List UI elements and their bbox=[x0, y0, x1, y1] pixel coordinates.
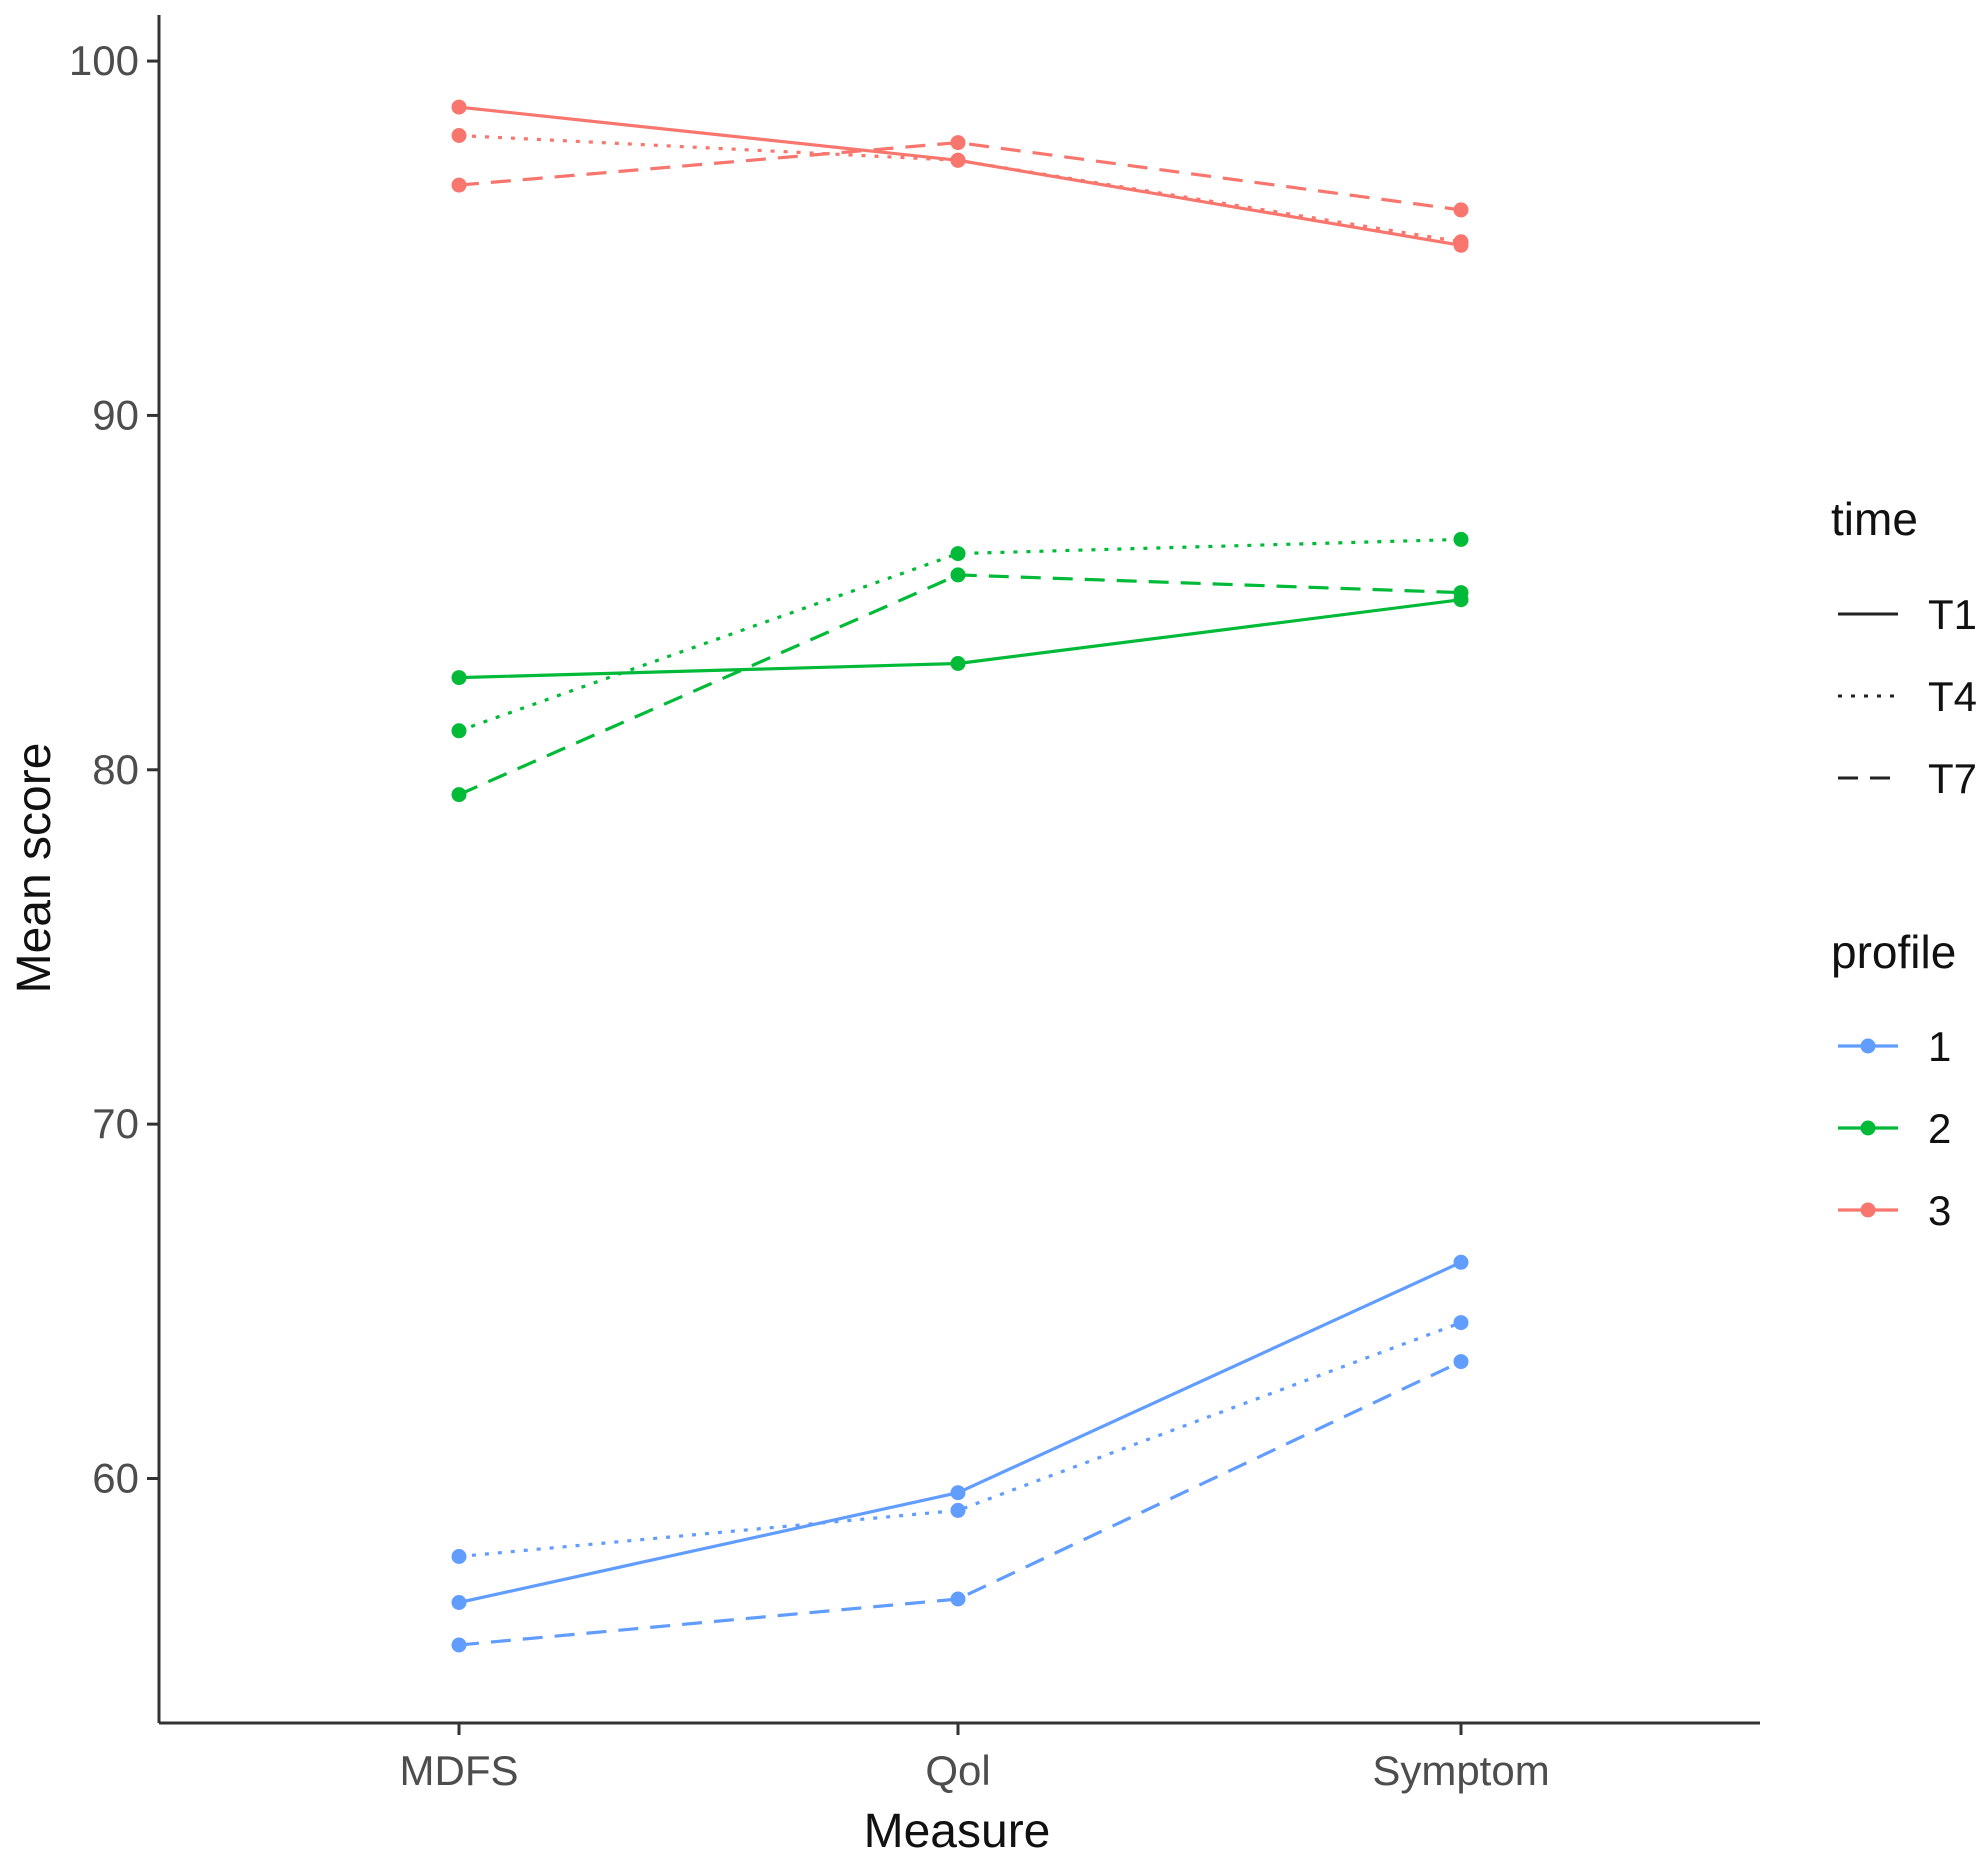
data-point bbox=[950, 1485, 966, 1501]
series-profile-3-t1 bbox=[451, 99, 1469, 253]
data-point bbox=[950, 1591, 966, 1607]
series-line bbox=[458, 141, 1462, 212]
legend-profile-title: profile bbox=[1831, 926, 1956, 978]
series-profile-2-t1 bbox=[451, 592, 1469, 686]
legend-profile-key-point bbox=[1860, 1038, 1876, 1054]
data-point bbox=[451, 99, 467, 115]
y-axis-ticks: 60 70 80 90 100 bbox=[69, 37, 159, 1501]
data-point bbox=[950, 567, 966, 583]
data-point bbox=[1453, 531, 1469, 547]
series-profile-1-t4 bbox=[451, 1315, 1469, 1564]
data-point bbox=[451, 723, 467, 739]
legend-time-label: T4 bbox=[1928, 673, 1977, 720]
data-point bbox=[451, 128, 467, 143]
series-profile-1-t1 bbox=[451, 1254, 1469, 1610]
series-profile-2-t7 bbox=[451, 567, 1469, 803]
y-tick-label: 90 bbox=[92, 391, 139, 438]
legend-profile-label: 3 bbox=[1928, 1187, 1951, 1234]
plot-area: 60 70 80 90 100 MDFS Qol Symptom bbox=[69, 15, 1760, 1794]
y-tick-label: 100 bbox=[69, 37, 139, 84]
legend-profile-key-point bbox=[1860, 1202, 1876, 1218]
x-axis-ticks: MDFS Qol Symptom bbox=[400, 1723, 1550, 1794]
x-axis-title: Measure bbox=[864, 1805, 1051, 1858]
legend-time-label: T1 bbox=[1928, 591, 1977, 638]
data-point bbox=[1453, 202, 1469, 218]
data-point bbox=[451, 787, 467, 803]
data-point bbox=[451, 177, 467, 193]
data-point bbox=[1453, 1254, 1469, 1270]
legend-profile: profile 1 2 3 bbox=[1831, 926, 1956, 1234]
series-line bbox=[458, 1260, 1462, 1605]
data-point bbox=[1453, 1315, 1469, 1331]
data-point bbox=[1453, 234, 1469, 250]
series-line bbox=[458, 573, 1462, 797]
legend-profile-key-point bbox=[1860, 1120, 1876, 1136]
data-point bbox=[950, 152, 966, 168]
y-tick-label: 80 bbox=[92, 746, 139, 793]
series-line bbox=[458, 133, 1462, 244]
data-point bbox=[451, 670, 467, 686]
y-tick-label: 60 bbox=[92, 1454, 139, 1501]
data-point bbox=[950, 135, 966, 151]
data-point bbox=[1453, 585, 1469, 601]
series-line bbox=[458, 1321, 1462, 1559]
series-profile-3-t4 bbox=[451, 128, 1469, 250]
data-point bbox=[950, 656, 966, 671]
series-line bbox=[458, 1360, 1462, 1647]
data-point bbox=[950, 1502, 966, 1518]
legend-profile-label: 1 bbox=[1928, 1023, 1951, 1070]
x-tick-label: MDFS bbox=[400, 1747, 519, 1794]
legend-time-label: T7 bbox=[1928, 755, 1977, 802]
data-point bbox=[451, 1595, 467, 1610]
legend-profile-label: 2 bbox=[1928, 1105, 1951, 1152]
series-profile-1-t7 bbox=[451, 1354, 1469, 1653]
data-point bbox=[1453, 1354, 1469, 1370]
x-tick-label: Qol bbox=[925, 1747, 990, 1794]
legend-time-title: time bbox=[1831, 493, 1918, 545]
series-layer bbox=[451, 99, 1469, 1653]
series-line bbox=[458, 105, 1462, 247]
series-profile-2-t4 bbox=[451, 531, 1469, 739]
data-point bbox=[950, 546, 966, 562]
series-profile-3-t7 bbox=[451, 135, 1469, 218]
y-axis-title: Mean score bbox=[8, 743, 61, 994]
x-tick-label: Symptom bbox=[1372, 1747, 1549, 1794]
data-point bbox=[451, 1637, 467, 1653]
data-point bbox=[451, 1549, 467, 1564]
y-tick-label: 70 bbox=[92, 1100, 139, 1147]
